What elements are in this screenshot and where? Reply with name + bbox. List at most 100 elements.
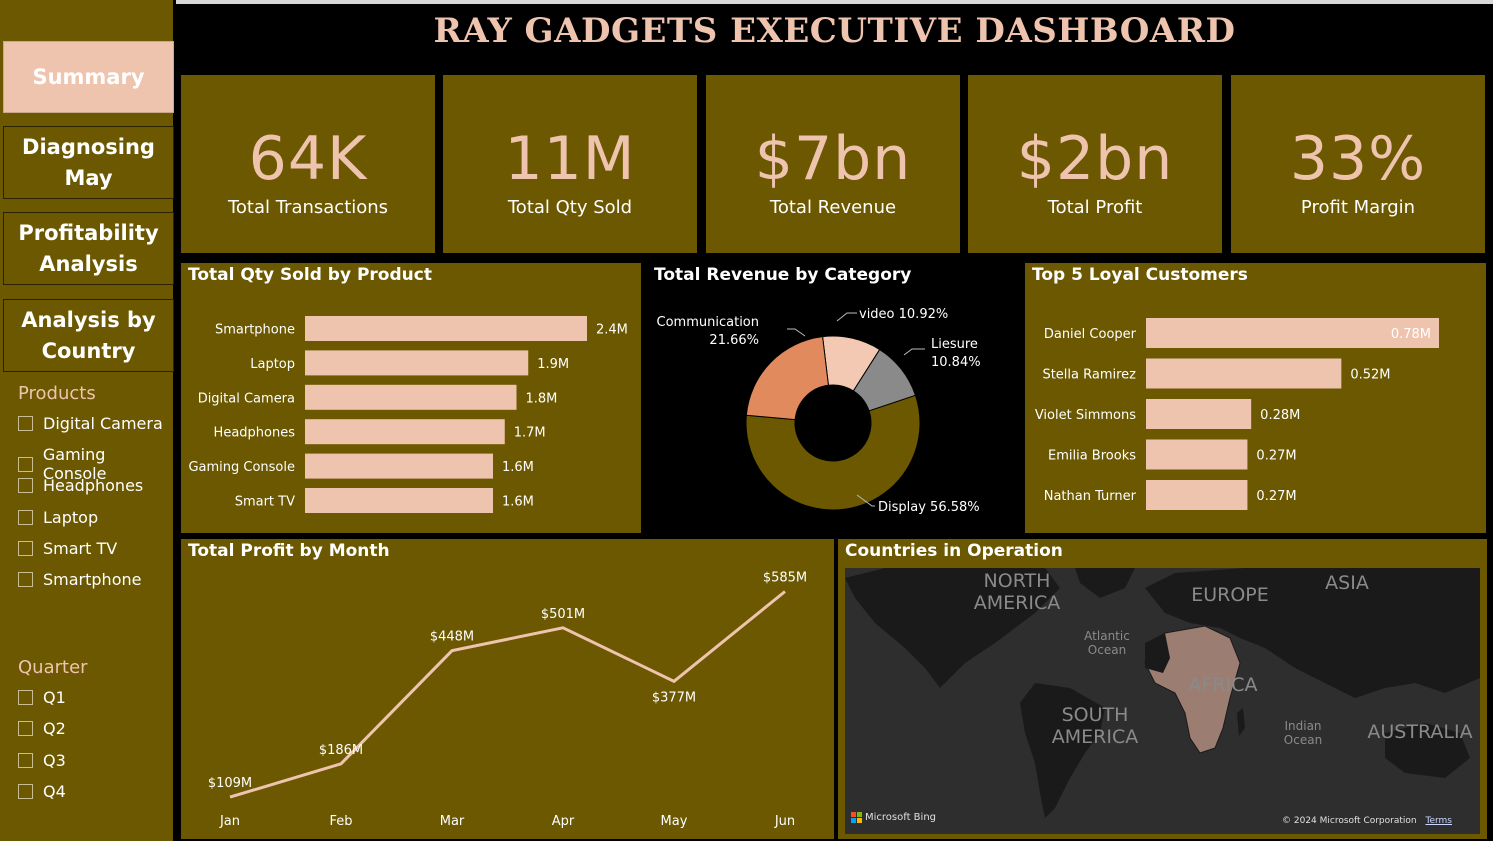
customer-value-label: 0.27M bbox=[1256, 449, 1296, 464]
customer-bar[interactable] bbox=[1146, 439, 1248, 470]
map-label-south-america-2: AMERICA bbox=[1051, 726, 1139, 748]
product-option[interactable]: Laptop bbox=[18, 508, 98, 527]
kpi-label: Total Transactions bbox=[227, 197, 389, 218]
top-border bbox=[0, 0, 1493, 4]
month-tick-label: Apr bbox=[552, 814, 575, 829]
kpi-label: Total Revenue bbox=[769, 197, 897, 218]
qty-category-label: Headphones bbox=[214, 426, 296, 441]
checkbox-icon[interactable] bbox=[18, 540, 33, 556]
product-option[interactable]: Headphones bbox=[18, 476, 143, 495]
quarter-slicer-title: Quarter bbox=[18, 657, 88, 678]
nav-country-button[interactable]: Analysis by Country bbox=[3, 299, 174, 372]
quarter-option[interactable]: Q4 bbox=[18, 782, 66, 801]
revenue-by-category-chart: video 10.92% Liesure 10.84% Communication 21… bbox=[657, 307, 981, 515]
nav-diagnosing-may-button[interactable]: Diagnosing May bbox=[3, 126, 174, 199]
checkbox-icon[interactable] bbox=[18, 416, 33, 431]
donut-leader-line bbox=[856, 494, 875, 507]
nav-profitability-label-1: Profitability bbox=[18, 220, 159, 245]
map-label-asia: ASIA bbox=[1325, 572, 1369, 594]
loyal-customers-panel: Top 5 Loyal Customers Daniel Cooper 0.78M… bbox=[1025, 263, 1486, 533]
qty-by-product-chart: Smartphone 2.4M Laptop 1.9M Digital Camera 1.… bbox=[188, 316, 628, 513]
countries-map-title: Countries in Operation bbox=[845, 541, 1063, 561]
month-tick-label: Jan bbox=[219, 814, 240, 829]
customer-category-label: Emilia Brooks bbox=[1048, 449, 1136, 464]
nav-summary-button[interactable]: Summary bbox=[3, 41, 174, 113]
kpi-value: $7bn bbox=[754, 124, 912, 194]
revenue-by-category-title: Total Revenue by Category bbox=[654, 265, 912, 285]
qty-bar[interactable] bbox=[305, 350, 529, 376]
map-label-north-america-2: AMERICA bbox=[973, 592, 1061, 614]
checkbox-icon[interactable] bbox=[18, 478, 33, 494]
map-copyright: © 2024 Microsoft Corporation Terms bbox=[1282, 816, 1452, 826]
qty-bar[interactable] bbox=[305, 316, 587, 341]
map-label-africa: AFRICA bbox=[1188, 674, 1258, 696]
world-map-shapes bbox=[845, 568, 1480, 818]
qty-bar[interactable] bbox=[305, 488, 493, 513]
customer-bar[interactable] bbox=[1146, 358, 1342, 389]
profit-data-label: $501M bbox=[541, 607, 585, 622]
checkbox-icon[interactable] bbox=[18, 721, 33, 737]
checkbox-icon[interactable] bbox=[18, 752, 33, 768]
south-america-shape bbox=[1020, 683, 1105, 818]
product-option[interactable]: Smart TV bbox=[18, 539, 117, 558]
bing-attribution-text: Microsoft Bing bbox=[865, 812, 937, 823]
map-label-south-america: SOUTH AMERICA bbox=[1045, 704, 1145, 748]
checkbox-icon[interactable] bbox=[18, 572, 33, 587]
nav-country-label-2: Country bbox=[41, 338, 136, 363]
qty-bar[interactable] bbox=[305, 384, 517, 410]
month-tick-label: Jun bbox=[774, 814, 795, 829]
kpi-value: 64K bbox=[248, 124, 368, 194]
profit-line[interactable] bbox=[229, 590, 786, 799]
qty-bar[interactable] bbox=[305, 419, 505, 445]
qty-category-label: Smartphone bbox=[215, 323, 295, 338]
map-label-north-america-1: NORTH bbox=[983, 570, 1051, 592]
qty-bar[interactable] bbox=[305, 453, 493, 479]
month-tick-label: May bbox=[661, 814, 688, 829]
quarter-option[interactable]: Q3 bbox=[18, 751, 66, 770]
profit-data-label: $377M bbox=[652, 690, 696, 705]
nav-country-label-1: Analysis by bbox=[21, 307, 156, 332]
quarter-option-label: Q4 bbox=[43, 781, 66, 801]
quarter-option-label: Q2 bbox=[43, 719, 66, 739]
world-map[interactable]: NORTH AMERICA EUROPE ASIA AFRICA SOUTH A… bbox=[845, 568, 1480, 834]
donut-hole bbox=[795, 385, 871, 461]
loyal-customers-chart: Daniel Cooper 0.78M Stella Ramirez 0.52M Vio… bbox=[1035, 318, 1439, 510]
product-option-label: Gaming Console bbox=[42, 445, 107, 484]
donut-label-liesure-value: 10.84% bbox=[931, 355, 981, 370]
loyal-customers-title: Top 5 Loyal Customers bbox=[1032, 265, 1248, 285]
checkbox-icon[interactable] bbox=[18, 783, 33, 799]
map-terms-link[interactable]: Terms bbox=[1425, 816, 1452, 826]
checkbox-icon[interactable] bbox=[18, 456, 33, 472]
map-label-indian: Indian Ocean bbox=[1273, 719, 1333, 747]
profit-by-month-chart: Jan $109M Feb $186M Mar $448M Apr $501M May $377M… bbox=[208, 570, 807, 829]
quarter-option[interactable]: Q1 bbox=[18, 688, 66, 707]
dashboard-title: RAY GADGETS EXECUTIVE DASHBOARD bbox=[433, 11, 1236, 51]
customer-bar[interactable] bbox=[1146, 399, 1252, 429]
checkbox-icon[interactable] bbox=[18, 509, 33, 525]
africa-shape-dark bbox=[1145, 633, 1170, 673]
map-label-indian-1: Indian bbox=[1284, 719, 1322, 733]
customer-bar[interactable] bbox=[1146, 318, 1439, 348]
map-label-europe: EUROPE bbox=[1191, 584, 1269, 606]
quarter-option[interactable]: Q2 bbox=[18, 719, 66, 738]
australia-shape bbox=[1385, 723, 1470, 778]
product-option[interactable]: Digital Camera bbox=[18, 414, 163, 433]
product-option-label: Laptop bbox=[43, 507, 99, 527]
nav-diagnosing-label-2: May bbox=[64, 165, 113, 190]
product-option[interactable]: Smartphone bbox=[18, 570, 141, 589]
nav-summary-label: Summary bbox=[32, 64, 145, 89]
nav-profitability-button[interactable]: Profitability Analysis bbox=[3, 212, 174, 285]
product-option[interactable]: Gaming Console bbox=[18, 445, 173, 483]
kpi-label: Total Profit bbox=[1047, 197, 1143, 218]
customer-bar[interactable] bbox=[1146, 480, 1248, 510]
customer-category-label: Stella Ramirez bbox=[1042, 368, 1136, 383]
profit-by-month-panel: Total Profit by Month Jan $109M Feb $186M Ma… bbox=[181, 539, 834, 839]
qty-by-product-title: Total Qty Sold by Product bbox=[188, 265, 432, 285]
checkbox-icon[interactable] bbox=[18, 690, 33, 705]
kpi-profit-margin: 33% Profit Margin bbox=[1231, 75, 1485, 253]
qty-value-label: 1.6M bbox=[502, 460, 534, 475]
countries-map-panel: Countries in Operation NORTH AMERICA EUR… bbox=[838, 539, 1487, 839]
map-copyright-text: © 2024 Microsoft Corporation bbox=[1282, 816, 1417, 826]
product-option-label: Headphones bbox=[43, 476, 144, 496]
qty-category-label: Laptop bbox=[250, 357, 295, 372]
